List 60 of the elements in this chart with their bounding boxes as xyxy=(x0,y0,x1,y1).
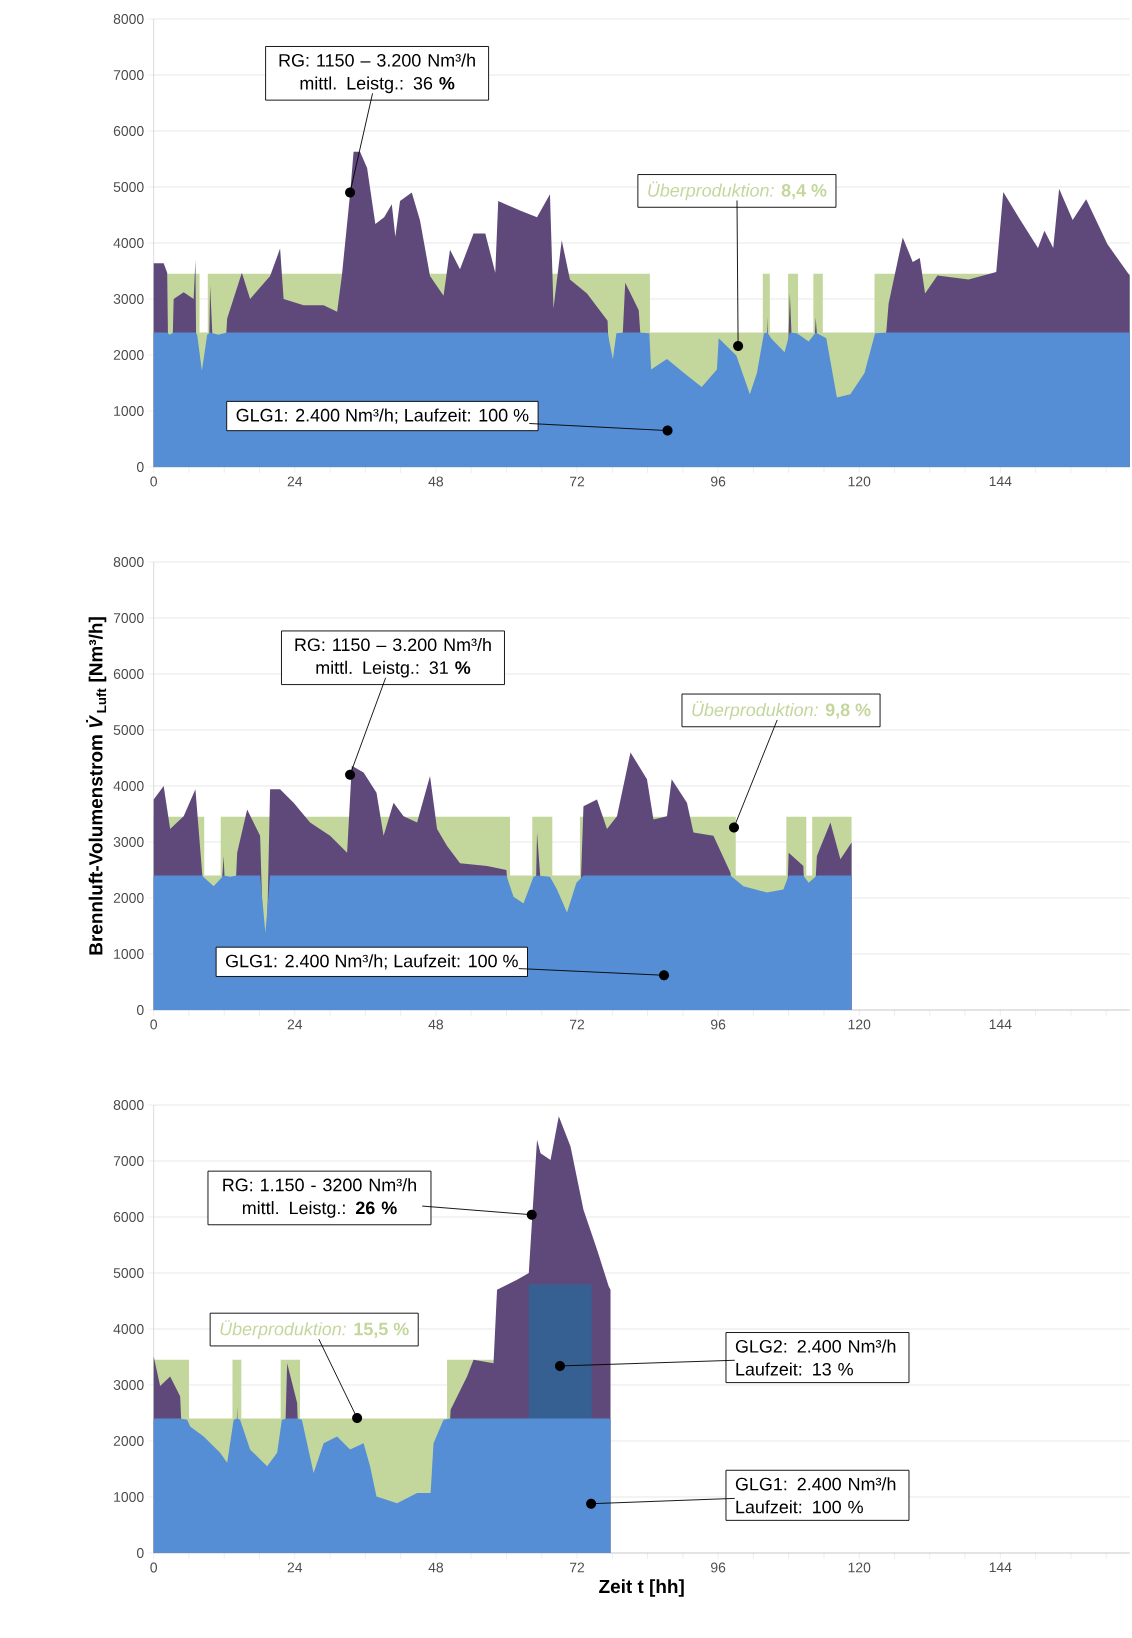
x-tick-label: 72 xyxy=(570,1019,585,1030)
x-tick-label: 120 xyxy=(848,1019,871,1030)
y-tick-label: 0 xyxy=(137,462,144,472)
y-tick-label: 7000 xyxy=(114,613,144,623)
y-tick-label: 6000 xyxy=(113,669,144,679)
x-tick-label: 96 xyxy=(711,1562,726,1573)
y-tick-label: 5000 xyxy=(113,725,144,735)
y-tick-label: 2000 xyxy=(113,350,144,360)
x-tick-label: 144 xyxy=(989,476,1012,487)
x-tick-label: 24 xyxy=(287,1562,303,1573)
y-tick-label: 8000 xyxy=(113,14,144,24)
y-tick-label: 6000 xyxy=(113,1212,144,1222)
y-tick-label: 4000 xyxy=(113,781,144,791)
x-tick-label: 96 xyxy=(711,1019,726,1030)
annotation: Überproduktion: 15,5 % xyxy=(220,1320,409,1339)
x-tick-label: 48 xyxy=(428,1019,444,1030)
x-tick-label: 120 xyxy=(848,476,871,487)
y-tick-label: 8000 xyxy=(113,1100,144,1110)
annotation: RG: 1.150 - 3200 Nm³/h mittl. Leistg.: 26 % xyxy=(223,1178,417,1218)
annotation: Überproduktion: 8,4 % xyxy=(648,181,827,201)
y-tick-label: 7000 xyxy=(114,1156,144,1166)
y-tick-label: 4000 xyxy=(113,1324,144,1334)
annotation: Überproduktion: 9,8 % xyxy=(692,701,871,720)
y-tick-label: 3000 xyxy=(113,837,144,847)
x-tick-label: 144 xyxy=(989,1562,1012,1573)
y-tick-label: 1000 xyxy=(114,406,144,416)
y-tick-label: 5000 xyxy=(113,1268,144,1278)
annotation: GLG1: 2.400 Nm³/h; Laufzeit: 100 % xyxy=(236,408,529,424)
x-tick-label: 0 xyxy=(150,1019,158,1030)
annotation: GLG2: 2.400 Nm³/h Laufzeit: 13 % xyxy=(736,1339,896,1376)
x-tick-label: 144 xyxy=(989,1019,1012,1030)
x-tick-label: 24 xyxy=(287,476,303,487)
x-tick-label: 72 xyxy=(570,476,585,487)
y-tick-label: 3000 xyxy=(113,294,144,304)
y-tick-label: 0 xyxy=(137,1548,144,1558)
x-tick-label: 48 xyxy=(428,1562,444,1573)
x-tick-label: 24 xyxy=(287,1019,303,1030)
x-axis-title: Zeit t [hh] xyxy=(599,1579,684,1597)
y-tick-label: 2000 xyxy=(113,893,144,903)
x-tick-label: 0 xyxy=(150,1562,158,1573)
annotation: GLG1: 2.400 Nm³/h Laufzeit: 100 % xyxy=(736,1477,896,1514)
y-tick-label: 1000 xyxy=(114,1492,144,1502)
annotation: GLG1: 2.400 Nm³/h; Laufzeit: 100 % xyxy=(226,954,518,970)
y-tick-label: 7000 xyxy=(114,70,144,80)
x-tick-label: 72 xyxy=(570,1562,585,1573)
y-tick-label: 2000 xyxy=(113,1436,144,1446)
y-tick-label: 6000 xyxy=(113,126,144,136)
x-tick-label: 120 xyxy=(848,1562,871,1573)
y-tick-label: 5000 xyxy=(113,182,144,192)
y-tick-label: 4000 xyxy=(113,238,144,248)
annotation: RG: 1150 – 3.200 Nm³/h mittl. Leistg.: 36 % xyxy=(279,53,476,94)
y-axis-title: Brennluft-Volumenstrom V̇$_{Luft}$ [Nm³/h] xyxy=(86,617,107,955)
y-tick-label: 3000 xyxy=(113,1380,144,1390)
x-tick-label: 0 xyxy=(150,476,158,487)
y-tick-label: 8000 xyxy=(113,557,144,567)
x-tick-label: 96 xyxy=(711,476,726,487)
annotation: RG: 1150 – 3.200 Nm³/h mittl. Leistg.: 31 % xyxy=(295,637,491,678)
y-tick-label: 1000 xyxy=(114,949,144,959)
x-tick-label: 48 xyxy=(428,476,444,487)
y-tick-label: 0 xyxy=(137,1005,144,1015)
